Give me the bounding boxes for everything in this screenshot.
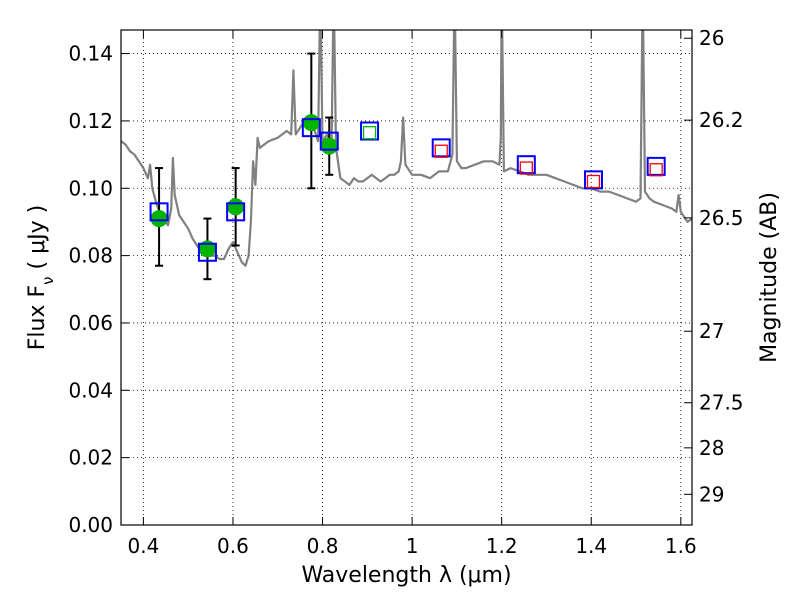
y-tick-label: 0.04 <box>68 378 113 402</box>
y-axis-label: Flux Fν ( μJy ) <box>25 205 57 350</box>
x-tick-label: 1 <box>406 534 419 558</box>
predicted-box-red <box>519 161 533 175</box>
axis-ticks: 0.4 0.6 0.8 1 1.2 1.4 1.6 0.00 0.02 0.04 0.06 0.08 0… <box>68 26 743 558</box>
predicted-box-red <box>586 174 601 189</box>
y-label-unit: ( μJy ) <box>25 205 50 277</box>
model-band-box <box>583 170 603 190</box>
y-tick-label: 0.12 <box>68 109 113 133</box>
y-tick-label: 0.08 <box>68 244 113 268</box>
y-tick-label: 0.02 <box>68 446 113 470</box>
model-band-box <box>646 156 666 176</box>
y-tick-label: 0.14 <box>68 42 113 66</box>
x-tick-label: 1.6 <box>665 534 697 558</box>
right-tick-label: 26.2 <box>699 108 744 132</box>
right-tick-label: 27 <box>699 319 724 343</box>
x-tick-label: 1.4 <box>575 534 607 558</box>
observed-point <box>320 137 338 155</box>
y-tick-label: 0.10 <box>68 176 113 200</box>
observed-point <box>227 198 245 216</box>
y-tick-label: 0.00 <box>68 513 113 537</box>
model-band-box <box>197 242 217 262</box>
model-band-boxes <box>149 118 666 262</box>
plot-frame <box>120 29 693 526</box>
x-tick-label: 1.2 <box>486 534 518 558</box>
y-tick-label: 0.06 <box>68 311 113 335</box>
model-band-box <box>431 138 451 158</box>
x-tick-label: 0.8 <box>307 534 339 558</box>
predicted-box-red <box>649 163 663 177</box>
model-spectrum <box>121 30 692 267</box>
predicted-band-boxes <box>362 126 663 189</box>
model-band-box <box>360 121 380 141</box>
model-band-box <box>516 155 536 175</box>
y-label-subscript: ν <box>39 276 57 284</box>
right-tick-label: 29 <box>699 482 724 506</box>
model-band-box <box>319 131 339 151</box>
right-tick-label: 27.5 <box>699 391 744 415</box>
spectrum-line <box>121 30 692 267</box>
observed-point <box>302 114 320 132</box>
predicted-box-red <box>434 144 448 158</box>
observed-point <box>150 210 168 228</box>
x-tick-label: 0.4 <box>127 534 159 558</box>
x-axis-label: Wavelength λ (μm) <box>301 563 511 588</box>
right-tick-label: 28 <box>699 436 724 460</box>
model-band-box <box>149 202 169 222</box>
x-tick-label: 0.6 <box>217 534 249 558</box>
right-tick-label: 26 <box>699 26 724 50</box>
predicted-box-green <box>362 126 377 140</box>
right-tick-label: 26.5 <box>699 206 744 230</box>
error-bars <box>155 52 334 281</box>
right-axis-label: Magnitude (AB) <box>757 192 782 363</box>
grid-lines <box>121 30 692 526</box>
model-band-box <box>226 202 246 222</box>
model-band-box <box>301 118 321 138</box>
